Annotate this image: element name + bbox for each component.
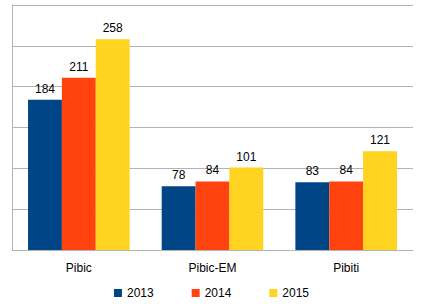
svg-text:101: 101 bbox=[236, 150, 256, 164]
svg-text:258: 258 bbox=[103, 21, 123, 35]
svg-text:2014: 2014 bbox=[205, 286, 232, 300]
svg-text:Pibic: Pibic bbox=[66, 261, 92, 275]
svg-text:78: 78 bbox=[172, 168, 186, 182]
svg-text:211: 211 bbox=[69, 60, 88, 74]
svg-text:84: 84 bbox=[339, 163, 353, 177]
svg-text:84: 84 bbox=[206, 163, 220, 177]
svg-text:121: 121 bbox=[370, 133, 390, 147]
svg-text:83: 83 bbox=[306, 164, 320, 178]
svg-text:2013: 2013 bbox=[127, 286, 154, 300]
svg-text:2015: 2015 bbox=[282, 286, 309, 300]
svg-text:Pibic-EM: Pibic-EM bbox=[188, 261, 236, 275]
svg-text:184: 184 bbox=[35, 82, 55, 96]
svg-text:Pibiti: Pibiti bbox=[333, 261, 359, 275]
